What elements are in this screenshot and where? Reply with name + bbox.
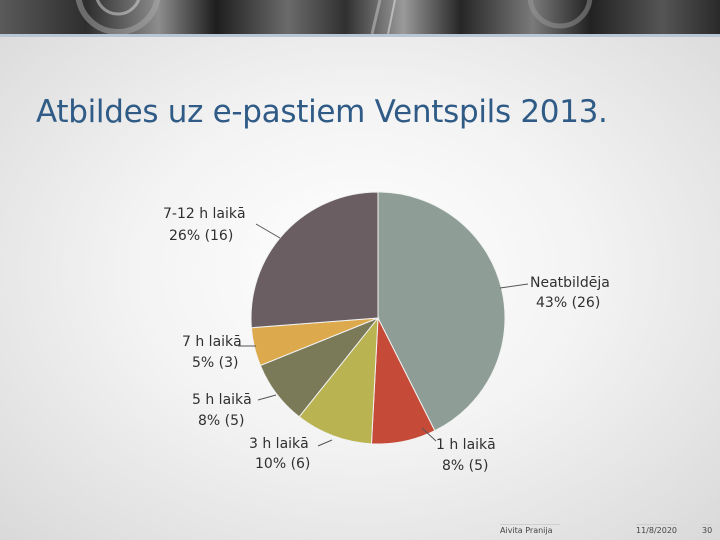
pie-slice (298, 316, 379, 445)
data-label-value: 43% (26) (536, 295, 600, 311)
data-label-category: 7-12 h laikā (163, 206, 246, 222)
data-label-value: 8% (5) (442, 458, 489, 474)
leader-line (257, 394, 277, 401)
header-accent-line (0, 34, 720, 37)
footer-date: 11/8/2020 (636, 524, 678, 539)
leader-line (317, 439, 333, 447)
leader-line (255, 223, 281, 239)
data-label-value: 10% (6) (255, 456, 310, 472)
pie-slice (250, 191, 379, 329)
data-label-value: 5% (3) (192, 355, 239, 371)
header-banner (0, 0, 720, 34)
page-number: 30 (702, 524, 713, 539)
footer-author: Aivita Pranija (500, 524, 560, 539)
data-label-category: 7 h laikā (182, 334, 242, 350)
data-label-value: 8% (5) (198, 413, 245, 429)
pie-slice (377, 191, 506, 432)
data-label-category: 5 h laikā (192, 392, 252, 408)
data-label-category: 1 h laikā (436, 437, 496, 453)
banner-decoration (75, 0, 593, 34)
data-label-category: Neatbildēja (530, 275, 610, 291)
slide-title: Atbildes uz e-pastiem Ventspils 2013. (36, 94, 608, 130)
data-label-value: 26% (16) (169, 228, 233, 244)
data-label-category: 3 h laikā (249, 436, 309, 452)
leader-line (421, 427, 437, 442)
leader-line (499, 283, 529, 289)
